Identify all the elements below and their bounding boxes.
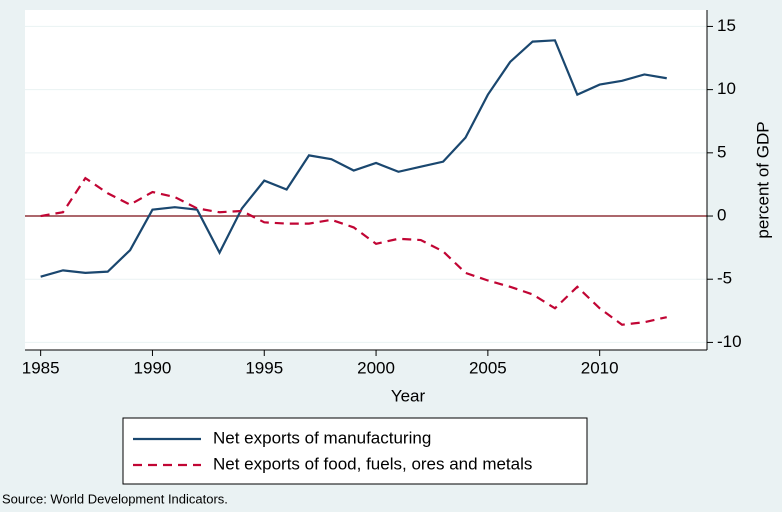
source-note: Source: World Development Indicators.	[2, 491, 228, 506]
series-line	[40, 39, 667, 278]
x-tick-label: 1995	[245, 358, 283, 377]
y-tick-label: 10	[717, 79, 736, 98]
y-tick-label: -5	[717, 269, 732, 288]
x-tick-label: 1990	[134, 358, 172, 377]
x-axis-label: Year	[391, 386, 426, 405]
y-tick-label: 0	[717, 206, 726, 225]
y-axis-label: percent of GDP	[753, 121, 772, 238]
series-line	[40, 176, 667, 326]
legend-label: Net exports of manufacturing	[213, 428, 431, 447]
x-tick-label: 1985	[22, 358, 60, 377]
legend	[122, 417, 588, 485]
y-tick-label: -10	[717, 332, 742, 351]
x-tick-label: 2010	[581, 358, 619, 377]
x-tick-label: 2005	[469, 358, 507, 377]
x-tick-label: 2000	[357, 358, 395, 377]
plot-area	[25, 10, 707, 350]
y-tick-label: 15	[717, 16, 736, 35]
y-tick-label: 5	[717, 142, 726, 161]
legend-label: Net exports of food, fuels, ores and met…	[213, 454, 532, 473]
